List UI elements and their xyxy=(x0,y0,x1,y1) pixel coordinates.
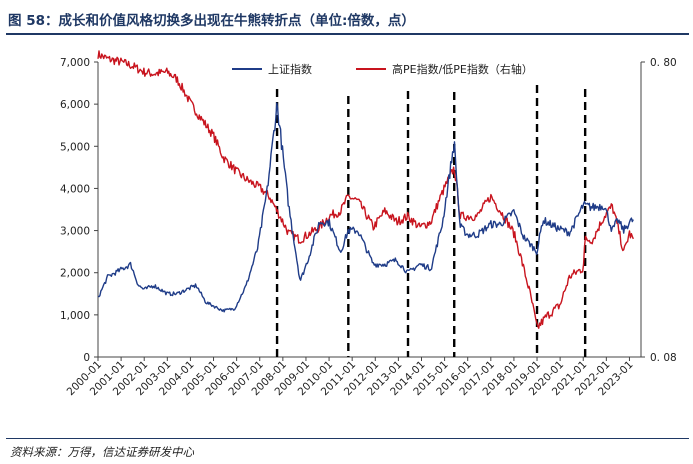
left-tick-label: 4,000 xyxy=(60,183,90,195)
chart: 0 1,000 2,000 3,000 4,000 5,000 6,000 7,000 0. 0… xyxy=(60,50,677,398)
left-tick-label: 1,000 xyxy=(60,310,90,322)
legend-label: 高PE指数/低PE指数（右轴） xyxy=(392,62,533,76)
legend-label: 上证指数 xyxy=(268,62,312,76)
left-tick-label: 7,000 xyxy=(60,57,90,69)
right-tick-label: 0. 08 xyxy=(650,352,677,364)
left-tick-label: 2,000 xyxy=(60,268,90,280)
legend: 上证指数 高PE指数/低PE指数（右轴） xyxy=(232,62,533,76)
series-lines xyxy=(97,50,634,329)
series-line xyxy=(97,50,634,329)
right-tick-label: 0. 80 xyxy=(650,57,677,69)
source-rule xyxy=(6,438,689,439)
left-tick-label: 5,000 xyxy=(60,141,90,153)
series-line xyxy=(97,102,634,313)
turning-point-markers xyxy=(275,85,587,357)
left-tick-label: 3,000 xyxy=(60,226,90,238)
title-rule xyxy=(6,33,689,35)
source-note: 资料来源：万得，信达证券研发中心 xyxy=(10,445,194,459)
chart-title: 图 58：成长和价值风格切换多出现在牛熊转折点（单位:倍数，点） xyxy=(8,13,415,29)
left-tick-label: 0 xyxy=(83,352,90,364)
left-tick-label: 6,000 xyxy=(60,99,90,111)
